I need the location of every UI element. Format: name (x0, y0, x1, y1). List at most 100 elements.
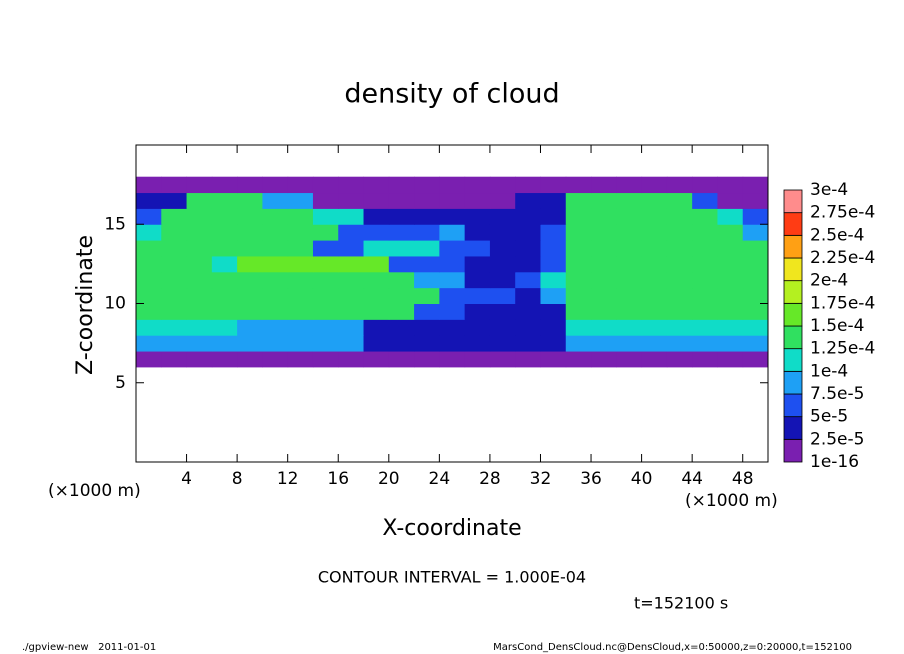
field-cell (540, 240, 567, 257)
field-cell (161, 176, 188, 194)
field-cell (692, 271, 718, 289)
field-cell (464, 255, 491, 273)
field-cell (515, 208, 541, 225)
field-cell (136, 287, 162, 304)
field-cell (742, 303, 769, 320)
field-cell (439, 240, 466, 257)
field-cell (211, 303, 238, 320)
field-cell (136, 271, 162, 289)
field-cell (464, 351, 491, 368)
field-cell (262, 303, 289, 320)
field-cell (464, 271, 491, 289)
colorbar-box (783, 438, 803, 463)
colorbar-box (783, 189, 803, 214)
field-cell (136, 224, 162, 241)
field-cell (489, 224, 516, 241)
field-cell (515, 176, 541, 194)
y-tick-label: 10 (104, 294, 126, 314)
field-cell (692, 351, 718, 368)
field-cell (312, 240, 339, 257)
field-cell (388, 176, 415, 194)
colorbar-label: 1.25e-4 (810, 339, 875, 359)
field-cell (136, 335, 162, 352)
field-cell (742, 192, 769, 209)
field-cell (742, 176, 769, 194)
field-cell (439, 335, 466, 352)
field-cell (287, 303, 314, 320)
field-cell (565, 335, 592, 352)
field-cell (641, 192, 668, 209)
field-cell (540, 224, 567, 241)
field-cell (464, 303, 491, 320)
field-cell (338, 303, 365, 320)
field-cell (591, 176, 617, 194)
field-cell (742, 271, 769, 289)
field-cell (515, 303, 541, 320)
field-cell (565, 303, 592, 320)
field-cell (136, 208, 162, 225)
field-cell (338, 208, 365, 225)
field-cell (591, 192, 617, 209)
field-cell (287, 176, 314, 194)
field-cell (186, 240, 213, 257)
field-cell (211, 271, 238, 289)
field-cell (161, 335, 188, 352)
field-cell (287, 335, 314, 352)
field-cell (666, 240, 693, 257)
field-cell (363, 208, 390, 225)
contour-interval: CONTOUR INTERVAL = 1.000E-04 (318, 568, 586, 587)
field-cell (338, 176, 365, 194)
field-cell (565, 192, 592, 209)
footer-right: MarsCond_DensCloud.nc@DensCloud,x=0:5000… (493, 642, 852, 653)
field-cell (161, 303, 188, 320)
colorbar-box (783, 234, 803, 259)
x-tick-label: 12 (277, 469, 299, 489)
field-cell (515, 287, 541, 304)
field-cell (287, 224, 314, 241)
x-tick-label: 32 (530, 469, 552, 489)
field-cell (262, 255, 289, 273)
field-cell (262, 319, 289, 336)
field-cell (211, 176, 238, 194)
field-cell (363, 271, 390, 289)
field-cell (414, 224, 440, 241)
x-tick-label: 24 (429, 469, 451, 489)
field-cell (515, 224, 541, 241)
field-cell (641, 303, 668, 320)
field-cell (439, 176, 466, 194)
field-cell (262, 176, 289, 194)
field-cell (161, 208, 188, 225)
field-cell (186, 271, 213, 289)
field-cell (591, 303, 617, 320)
field-cell (692, 240, 718, 257)
field-cell (591, 271, 617, 289)
field-cell (616, 271, 643, 289)
field-cell (540, 255, 567, 273)
field-cell (565, 255, 592, 273)
field-cell (414, 208, 440, 225)
field-cell (161, 192, 188, 209)
field-cell (237, 351, 263, 368)
field-cell (414, 192, 440, 209)
colorbar-box (783, 416, 803, 440)
field-cell (717, 303, 744, 320)
field-cell (641, 255, 668, 273)
colorbar-box (783, 212, 803, 236)
field-cell (363, 319, 390, 336)
field-cell (186, 319, 213, 336)
x-tick-label: 44 (681, 469, 703, 489)
field-cell (591, 240, 617, 257)
field-cell (161, 287, 188, 304)
field-cell (666, 224, 693, 241)
field-cell (414, 303, 440, 320)
field-cell (312, 351, 339, 368)
field-cell (186, 192, 213, 209)
field-cell (262, 335, 289, 352)
field-cell (388, 303, 415, 320)
field-cell (742, 208, 769, 225)
field-cell (312, 255, 339, 273)
field-cell (692, 224, 718, 241)
y-axis-label: Z-coordinate (73, 235, 98, 375)
field-cell (237, 176, 263, 194)
field-cell (666, 319, 693, 336)
